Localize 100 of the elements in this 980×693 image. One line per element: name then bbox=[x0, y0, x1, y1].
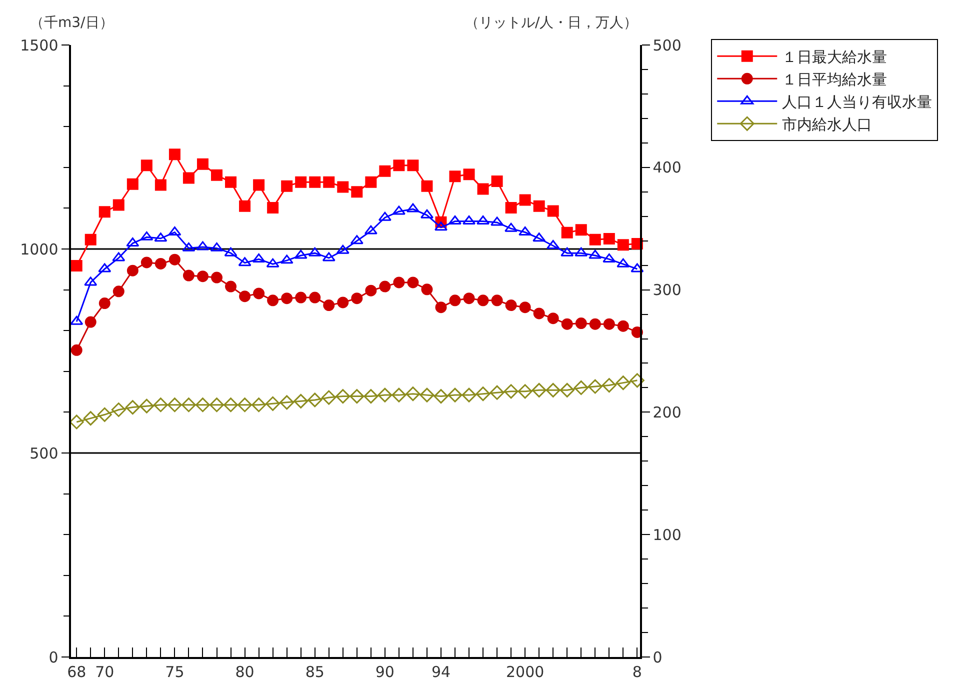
point bbox=[420, 209, 434, 218]
point bbox=[281, 292, 293, 304]
point bbox=[323, 176, 335, 188]
point bbox=[126, 238, 140, 247]
legend-label: 市内給水人口 bbox=[782, 115, 872, 134]
point bbox=[253, 179, 265, 191]
point bbox=[267, 294, 279, 306]
point bbox=[111, 402, 126, 417]
point bbox=[630, 373, 644, 388]
point bbox=[617, 320, 629, 332]
point bbox=[518, 384, 532, 399]
point bbox=[378, 388, 392, 402]
point bbox=[295, 292, 307, 304]
y2-tick-label: 100 bbox=[652, 526, 682, 544]
point bbox=[225, 280, 237, 292]
point bbox=[449, 170, 461, 182]
point bbox=[490, 216, 504, 226]
point bbox=[519, 194, 531, 206]
point bbox=[406, 203, 420, 212]
x-tick-label: 94 bbox=[431, 662, 451, 681]
point bbox=[378, 212, 392, 221]
point bbox=[448, 388, 462, 402]
point bbox=[294, 250, 308, 259]
point bbox=[154, 179, 166, 191]
point bbox=[406, 386, 420, 402]
point bbox=[309, 292, 321, 304]
point bbox=[238, 398, 252, 412]
point bbox=[336, 244, 350, 254]
y-tick-label: 1000 bbox=[20, 240, 58, 258]
point bbox=[97, 407, 112, 422]
x-tick-label: 85 bbox=[305, 662, 324, 681]
point bbox=[393, 276, 405, 288]
point bbox=[532, 382, 546, 398]
point bbox=[239, 200, 251, 212]
point bbox=[266, 258, 280, 268]
point bbox=[225, 176, 237, 188]
point bbox=[491, 176, 503, 188]
point bbox=[153, 398, 168, 412]
x-tick-label: 75 bbox=[165, 662, 184, 681]
point bbox=[253, 288, 265, 300]
point bbox=[589, 318, 601, 330]
point bbox=[491, 294, 503, 306]
point bbox=[168, 148, 180, 160]
point bbox=[392, 206, 406, 215]
point bbox=[379, 280, 391, 292]
point bbox=[211, 272, 222, 284]
point bbox=[449, 294, 461, 306]
point bbox=[70, 260, 82, 272]
point bbox=[364, 389, 378, 404]
point bbox=[322, 252, 336, 262]
x-tick-label: 80 bbox=[235, 662, 254, 681]
point bbox=[533, 200, 545, 212]
point bbox=[126, 264, 138, 276]
point bbox=[211, 169, 222, 181]
point bbox=[616, 376, 630, 390]
x-tick-label: 8 bbox=[632, 662, 642, 681]
point bbox=[533, 308, 545, 320]
point bbox=[140, 160, 152, 172]
x-tick-label: 68 bbox=[67, 662, 86, 681]
point bbox=[547, 205, 559, 217]
point bbox=[181, 398, 196, 412]
point bbox=[505, 300, 517, 312]
point bbox=[392, 388, 406, 402]
point bbox=[182, 270, 194, 282]
point bbox=[351, 186, 363, 198]
point bbox=[266, 396, 280, 411]
point bbox=[518, 226, 532, 236]
point bbox=[546, 382, 560, 398]
legend-label: 人口１人当り有収水量 bbox=[782, 92, 932, 111]
point bbox=[196, 158, 208, 170]
point bbox=[407, 276, 419, 288]
point bbox=[532, 232, 546, 242]
point bbox=[70, 316, 84, 325]
point bbox=[182, 242, 196, 252]
y-tick-label: 500 bbox=[30, 444, 58, 462]
point bbox=[210, 242, 224, 252]
point bbox=[421, 180, 433, 192]
point bbox=[295, 176, 307, 188]
point bbox=[126, 178, 138, 190]
point bbox=[421, 284, 433, 296]
point bbox=[519, 302, 531, 314]
point bbox=[477, 183, 489, 195]
legend-label: １日平均給水量 bbox=[782, 70, 888, 88]
point bbox=[196, 241, 210, 250]
point bbox=[167, 398, 182, 412]
point bbox=[379, 165, 391, 177]
point bbox=[140, 231, 154, 240]
point bbox=[267, 202, 279, 214]
y2-axis-title: （リットル/人・日，万人） bbox=[465, 15, 638, 31]
point bbox=[630, 263, 644, 272]
point bbox=[477, 294, 489, 306]
point bbox=[168, 254, 180, 266]
point bbox=[112, 252, 126, 262]
point bbox=[560, 247, 574, 256]
y-tick-label: 1500 bbox=[20, 36, 58, 54]
point bbox=[168, 226, 182, 236]
y-tick-label: 0 bbox=[48, 648, 58, 666]
point bbox=[83, 411, 98, 426]
y2-tick-label: 300 bbox=[652, 281, 682, 300]
x-tick-label: 90 bbox=[375, 662, 394, 681]
